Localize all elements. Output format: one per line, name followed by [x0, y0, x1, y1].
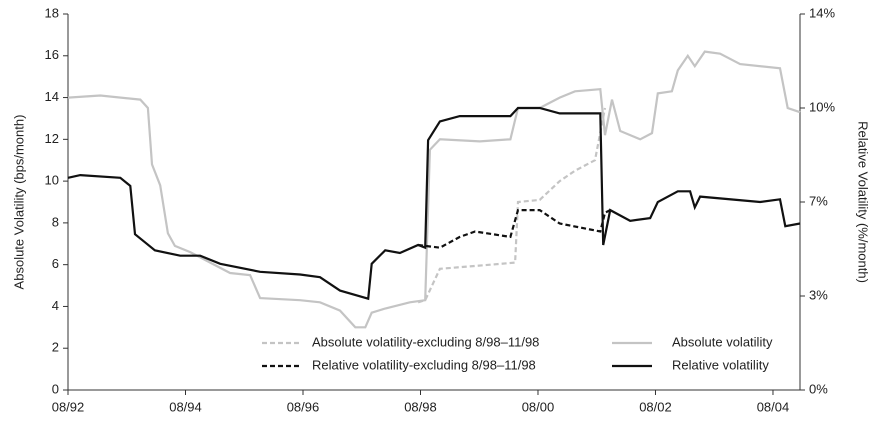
- y-tick-label: 6: [52, 256, 59, 271]
- series-line: [417, 209, 611, 249]
- series-line: [417, 107, 607, 304]
- x-tick-label: 08/98: [404, 399, 437, 414]
- y-tick-label: 14: [45, 89, 59, 104]
- y2-axis-label: Relative Volatility (%/month): [856, 121, 871, 283]
- x-tick-label: 08/92: [52, 399, 85, 414]
- legend-label: Absolute volatility: [672, 334, 773, 349]
- legend-label: Relative volatility-excluding 8/98–11/98: [312, 357, 536, 372]
- x-tick-label: 08/04: [757, 399, 790, 414]
- y-tick-label: 16: [45, 47, 59, 62]
- y-tick-label: 4: [52, 298, 59, 313]
- legend-label: Relative volatility: [672, 357, 769, 372]
- y-tick-label: 0: [52, 381, 59, 396]
- y-tick-label: 18: [45, 5, 59, 20]
- legend-label: Absolute volatility-excluding 8/98–11/98: [312, 334, 539, 349]
- y-tick-label: 2: [52, 340, 59, 355]
- y2-tick-label: 14%: [809, 5, 835, 20]
- series-line: [67, 50, 801, 329]
- y2-tick-label: 10%: [809, 99, 835, 114]
- y2-tick-label: 7%: [809, 193, 828, 208]
- y-tick-label: 8: [52, 214, 59, 229]
- y-tick-label: 12: [45, 131, 59, 146]
- x-tick-label: 08/96: [287, 399, 320, 414]
- x-tick-label: 08/94: [169, 399, 202, 414]
- x-tick-label: 08/02: [639, 399, 672, 414]
- x-tick-label: 08/00: [522, 399, 555, 414]
- series-line: [67, 106, 801, 301]
- y-axis-label: Absolute Volatility (bps/month): [11, 115, 26, 290]
- y2-tick-label: 0%: [809, 381, 828, 396]
- y-tick-label: 10: [45, 173, 59, 188]
- y2-tick-label: 3%: [809, 287, 828, 302]
